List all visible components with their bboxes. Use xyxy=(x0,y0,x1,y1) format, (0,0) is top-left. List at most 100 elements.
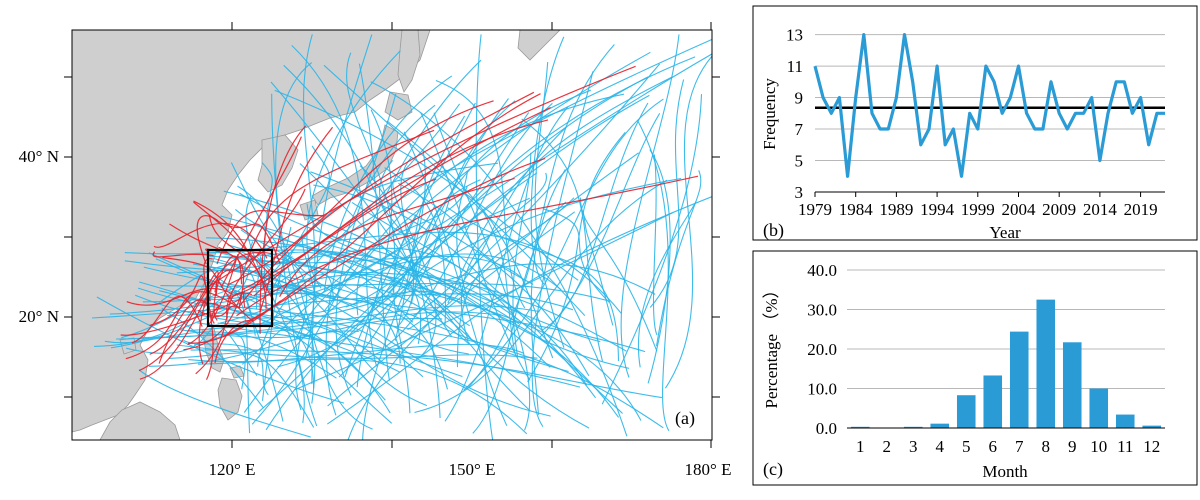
lat-label-40: 40° N xyxy=(19,147,59,166)
monthly-x-tick-label: 8 xyxy=(1042,437,1051,456)
typhoon-track xyxy=(259,126,334,312)
typhoon-track xyxy=(460,172,547,341)
typhoon-track xyxy=(275,62,313,323)
frequency-x-tick-label: 1979 xyxy=(798,200,832,219)
monthly-panel-border xyxy=(752,250,1198,486)
monthly-y-tick-label: 10.0 xyxy=(807,380,837,399)
typhoon-track xyxy=(637,120,670,432)
monthly-bar xyxy=(956,395,976,428)
typhoon-track xyxy=(378,159,418,289)
typhoon-track xyxy=(414,179,668,414)
typhoon-track xyxy=(206,65,636,288)
typhoon-track xyxy=(538,113,661,339)
monthly-chart: 0.010.020.030.040.0 1 2 3 4 5 6 7 8 9 10 11 12 Perc… xyxy=(752,250,1198,486)
monthly-bar xyxy=(1009,331,1029,428)
typhoon-track xyxy=(126,324,258,376)
monthly-bar xyxy=(850,426,870,428)
study-region-box xyxy=(206,248,274,328)
typhoon-track xyxy=(257,103,461,367)
typhoon-track xyxy=(251,59,482,425)
typhoon-track xyxy=(346,52,396,293)
monthly-panel: 0.0 10.0 20.0 30.0 40.0 1 2 3 4 5 6 7 8 9 10 11 12 Perc… xyxy=(745,245,1200,495)
monthly-ylabel: Percentage （%） xyxy=(762,282,781,409)
monthly-bar xyxy=(1115,414,1135,428)
lon-label-120: 120° E xyxy=(209,460,256,479)
typhoon-track xyxy=(531,71,594,428)
map-ticks xyxy=(64,22,720,448)
typhoon-track xyxy=(294,212,673,391)
typhoon-track xyxy=(388,76,649,294)
track-map-panel: 120° E 150° E 180° E 40° N 20° N (a) xyxy=(19,22,731,479)
monthly-x-tick-label: 5 xyxy=(962,437,971,456)
typhoon-track xyxy=(176,247,518,321)
monthly-x-tick-label: 9 xyxy=(1068,437,1077,456)
typhoon-track xyxy=(392,182,437,356)
monthly-y-tick-label: 30.0 xyxy=(807,301,837,320)
typhoon-track xyxy=(664,55,712,389)
frequency-y-tick-label: 7 xyxy=(795,120,804,139)
typhoon-track xyxy=(194,343,269,396)
typhoon-track xyxy=(228,100,494,285)
typhoon-track xyxy=(325,104,436,416)
lat-label-20: 20° N xyxy=(19,307,59,326)
typhoon-track xyxy=(223,190,630,369)
typhoon-track xyxy=(138,369,311,438)
typhoon-track xyxy=(227,244,642,421)
monthly-x-tick-label: 11 xyxy=(1117,437,1133,456)
typhoon-track xyxy=(356,186,468,316)
typhoon-track xyxy=(137,287,385,365)
typhoon-track xyxy=(649,79,685,308)
land-sakhalin xyxy=(397,30,421,93)
monthly-bar xyxy=(1089,388,1109,428)
monthly-y-tick-label: 20.0 xyxy=(807,340,837,359)
typhoon-track xyxy=(279,177,515,297)
typhoon-track xyxy=(456,197,575,368)
typhoon-track xyxy=(384,167,447,325)
typhoon-track xyxy=(236,175,699,317)
monthly-x-tick-label: 2 xyxy=(883,437,892,456)
frequency-xlabel: Year xyxy=(989,223,1021,242)
frequency-y-tick-label: 5 xyxy=(795,152,804,171)
frequency-x-tick-label: 2009 xyxy=(1042,200,1076,219)
monthly-y-tick-label: 0.0 xyxy=(816,419,837,438)
track-map: 120° E 150° E 180° E 40° N 20° N (a) xyxy=(19,22,731,479)
typhoon-track xyxy=(142,273,441,303)
monthly-bars xyxy=(850,299,1162,428)
monthly-x-tick-label: 12 xyxy=(1143,437,1160,456)
monthly-bar xyxy=(930,423,950,428)
typhoon-track xyxy=(274,89,579,281)
typhoon-track xyxy=(225,188,306,319)
typhoon-track xyxy=(149,275,211,327)
typhoon-track xyxy=(153,222,268,259)
monthly-x-tick-label: 10 xyxy=(1090,437,1107,456)
typhoon-track xyxy=(359,165,441,419)
typhoon-track xyxy=(241,51,651,365)
typhoon-track xyxy=(447,76,673,304)
frequency-y-tick-label: 3 xyxy=(795,183,804,202)
typhoon-track xyxy=(179,317,443,339)
typhoon-track xyxy=(160,282,607,301)
frequency-x-tick-label: 2014 xyxy=(1083,200,1118,219)
typhoon-track xyxy=(407,126,568,331)
typhoon-track xyxy=(299,163,470,327)
frequency-chart: 3 5 7 9 11 13 1979 1984 1989 1994 1999 2004 2009 201… xyxy=(752,5,1198,242)
monthly-bar xyxy=(983,375,1003,428)
typhoon-track xyxy=(197,322,581,388)
lon-label-150: 150° E xyxy=(449,460,496,479)
typhoon-track xyxy=(601,94,703,405)
typhoon-track xyxy=(242,241,284,422)
typhoon-track xyxy=(192,274,335,301)
typhoon-track xyxy=(152,251,214,258)
typhoon-track xyxy=(220,136,302,288)
typhoon-track xyxy=(313,184,505,298)
monthly-bar xyxy=(1062,342,1082,428)
typhoon-track xyxy=(530,169,566,415)
typhoon-track xyxy=(655,170,702,347)
typhoon-track xyxy=(241,178,437,291)
monthly-x-tick-label: 6 xyxy=(989,437,998,456)
typhoon-track xyxy=(582,210,614,326)
typhoon-track xyxy=(647,149,671,384)
frequency-panel-border xyxy=(752,5,1198,241)
panel-label-a: (a) xyxy=(675,408,695,429)
frequency-line xyxy=(813,32,1165,178)
